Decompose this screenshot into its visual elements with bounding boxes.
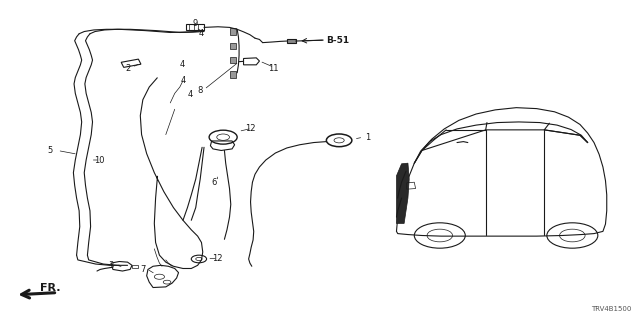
Polygon shape (396, 163, 409, 223)
Polygon shape (230, 71, 236, 77)
Text: 7: 7 (140, 265, 146, 274)
Text: 6: 6 (212, 178, 217, 187)
Text: 3: 3 (108, 261, 114, 270)
Text: 4: 4 (180, 60, 185, 69)
Text: B-51: B-51 (326, 36, 349, 44)
Text: FR.: FR. (40, 283, 60, 292)
Text: TRV4B1500: TRV4B1500 (591, 306, 631, 312)
Text: 1: 1 (365, 133, 370, 142)
Text: 8: 8 (198, 86, 203, 95)
Text: 12: 12 (212, 254, 222, 263)
Polygon shape (287, 39, 296, 43)
Text: 2: 2 (125, 63, 131, 73)
Polygon shape (230, 28, 236, 35)
Text: 9: 9 (193, 19, 198, 28)
Text: 4: 4 (188, 91, 193, 100)
Text: 11: 11 (268, 63, 278, 73)
Polygon shape (230, 57, 236, 63)
Text: 5: 5 (47, 146, 52, 155)
Text: 12: 12 (245, 124, 255, 133)
Polygon shape (230, 43, 236, 49)
Text: 4: 4 (181, 76, 186, 85)
Text: 4: 4 (199, 28, 204, 38)
Text: 10: 10 (94, 156, 104, 164)
